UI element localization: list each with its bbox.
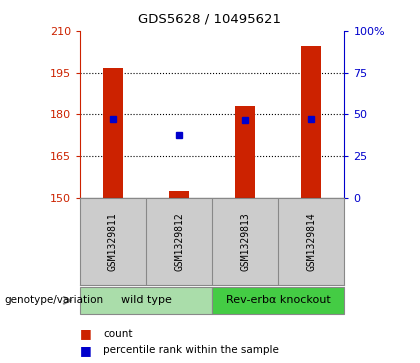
Bar xyxy=(80,287,212,314)
Text: percentile rank within the sample: percentile rank within the sample xyxy=(103,345,279,355)
Bar xyxy=(103,68,123,198)
Text: wild type: wild type xyxy=(121,295,171,305)
Text: Rev-erbα knockout: Rev-erbα knockout xyxy=(226,295,331,305)
Bar xyxy=(235,106,255,198)
Text: GSM1329811: GSM1329811 xyxy=(108,212,118,271)
Text: GSM1329812: GSM1329812 xyxy=(174,212,184,271)
Text: GSM1329813: GSM1329813 xyxy=(240,212,250,271)
Text: count: count xyxy=(103,329,132,339)
Bar xyxy=(212,287,344,314)
Bar xyxy=(169,191,189,198)
Text: ■: ■ xyxy=(80,327,92,340)
Text: GDS5628 / 10495621: GDS5628 / 10495621 xyxy=(139,13,281,26)
Text: ■: ■ xyxy=(80,344,92,357)
Text: genotype/variation: genotype/variation xyxy=(4,295,103,305)
Text: GSM1329814: GSM1329814 xyxy=(306,212,316,271)
Bar xyxy=(302,46,321,198)
